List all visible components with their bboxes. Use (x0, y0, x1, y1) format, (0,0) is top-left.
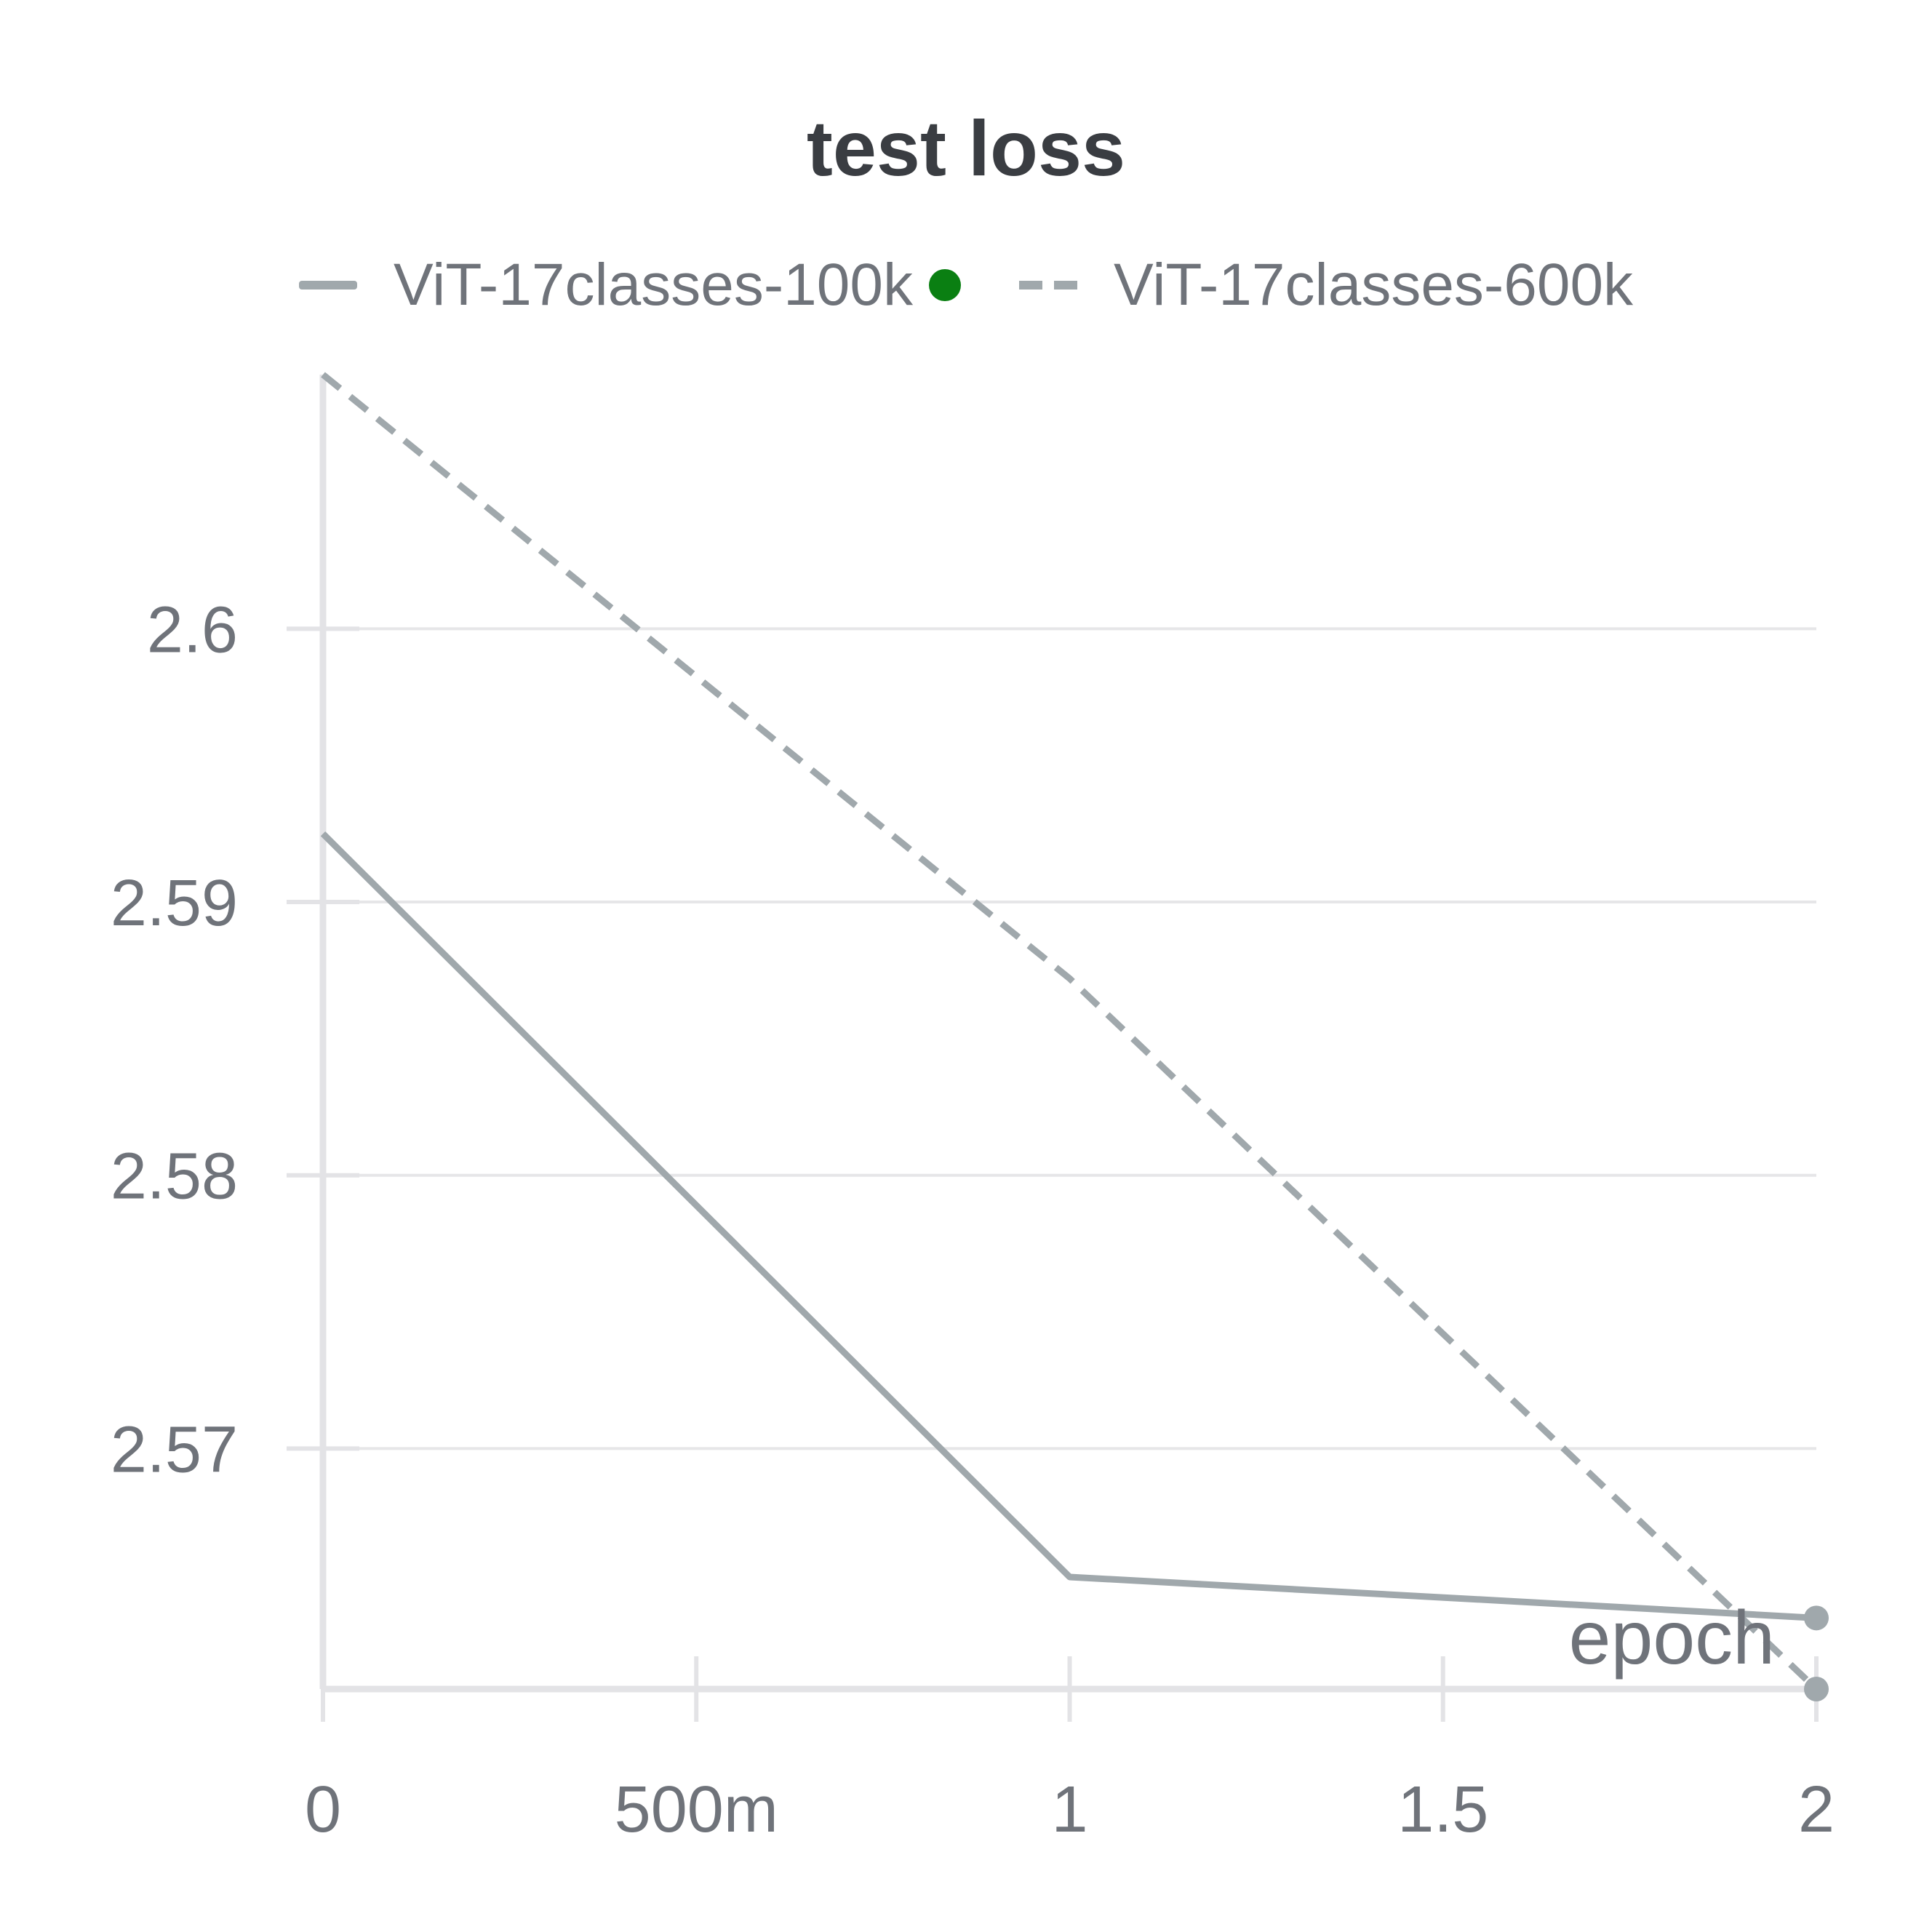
y-tick-label: 2.6 (147, 594, 238, 666)
x-tick-label: 0 (305, 1773, 341, 1846)
x-tick-label: 1.5 (1397, 1773, 1488, 1846)
x-tick-label: 2 (1798, 1773, 1835, 1846)
y-tick-label: 2.59 (111, 867, 238, 940)
legend: ViT-17classes-100k ViT-17classes-600k (0, 251, 1932, 319)
legend-item-100k[interactable]: ViT-17classes-100k (298, 251, 961, 319)
series-endpoint-1 (1804, 1605, 1829, 1631)
x-tick-label: 1 (1051, 1773, 1087, 1846)
chart-title: test loss (806, 104, 1126, 192)
x-axis-title: epoch (1569, 1596, 1775, 1680)
y-tick-label: 2.58 (111, 1141, 238, 1213)
series-line-1 (320, 831, 1817, 1621)
y-tick-label: 2.57 (111, 1413, 238, 1486)
x-tick-label: 500m (615, 1773, 778, 1846)
dashed-line-icon (1019, 281, 1077, 290)
series-line-2 (321, 372, 1819, 1692)
solid-line-icon (298, 281, 357, 290)
run-status-dot-icon (929, 269, 961, 301)
legend-label-600k: ViT-17classes-600k (1114, 252, 1634, 318)
series-endpoint-2 (1804, 1677, 1829, 1701)
legend-item-600k[interactable]: ViT-17classes-600k (1019, 251, 1633, 319)
legend-label-100k: ViT-17classes-100k (393, 252, 913, 318)
